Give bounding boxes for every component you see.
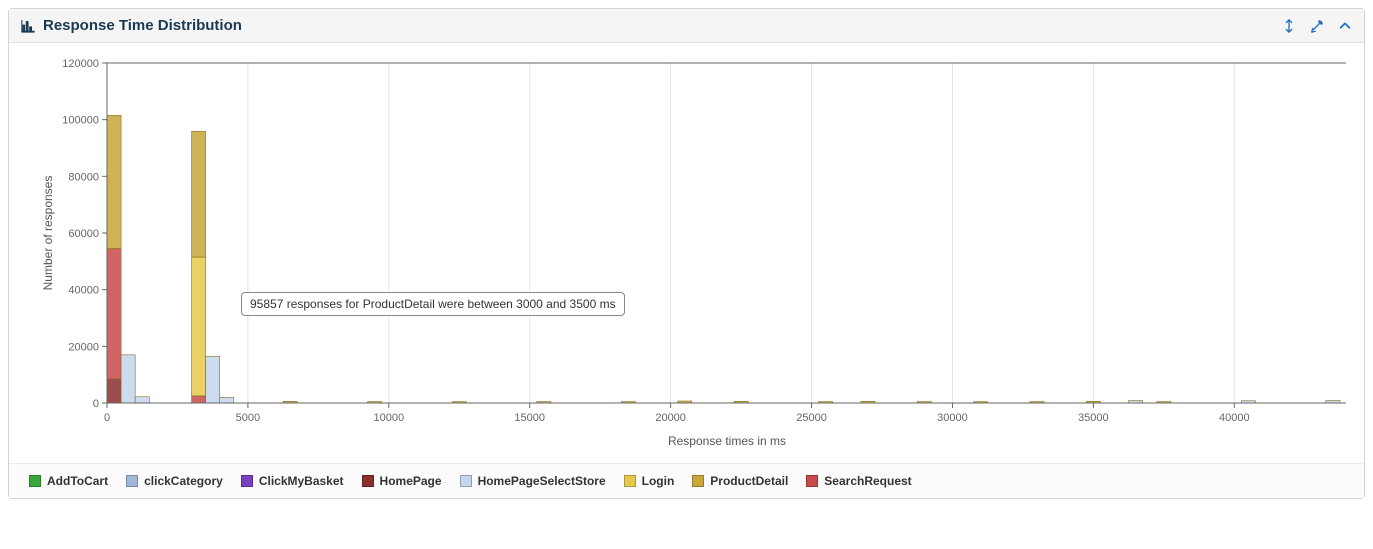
svg-text:80000: 80000 bbox=[68, 171, 99, 183]
panel-title-group: Response Time Distribution bbox=[21, 17, 242, 34]
legend-item[interactable]: HomePage bbox=[362, 474, 442, 488]
legend-swatch bbox=[624, 475, 636, 487]
legend-item[interactable]: Login bbox=[624, 474, 675, 488]
legend-label: HomePageSelectStore bbox=[478, 474, 606, 488]
collapse-icon[interactable] bbox=[1338, 19, 1352, 33]
svg-text:30000: 30000 bbox=[937, 412, 968, 424]
svg-text:25000: 25000 bbox=[796, 412, 827, 424]
settings-icon[interactable] bbox=[1310, 19, 1324, 33]
legend-label: clickCategory bbox=[144, 474, 223, 488]
legend-label: Login bbox=[642, 474, 675, 488]
legend-swatch bbox=[362, 475, 374, 487]
panel: Response Time Distribution 0 20000 40000 60… bbox=[8, 8, 1365, 499]
legend-label: SearchRequest bbox=[824, 474, 911, 488]
legend-item[interactable]: SearchRequest bbox=[806, 474, 911, 488]
resize-icon[interactable] bbox=[1282, 19, 1296, 33]
svg-text:10000: 10000 bbox=[374, 412, 405, 424]
chart-svg: 0 20000 40000 60000 80000 100000 120000 0 5000 10… bbox=[29, 53, 1346, 463]
legend-label: AddToCart bbox=[47, 474, 108, 488]
legend-item[interactable]: HomePageSelectStore bbox=[460, 474, 606, 488]
svg-text:Number of responses: Number of responses bbox=[41, 176, 55, 291]
svg-text:40000: 40000 bbox=[1219, 412, 1250, 424]
svg-text:0: 0 bbox=[93, 398, 99, 410]
legend-swatch bbox=[241, 475, 253, 487]
svg-text:60000: 60000 bbox=[68, 228, 99, 240]
legend-items: AddToCart clickCategory ClickMyBasket HomeP… bbox=[29, 474, 1344, 488]
legend-item[interactable]: AddToCart bbox=[29, 474, 108, 488]
panel-actions bbox=[1282, 19, 1352, 33]
legend-swatch bbox=[692, 475, 704, 487]
chart-container: 0 20000 40000 60000 80000 100000 120000 0 5000 10… bbox=[29, 53, 1344, 463]
svg-text:20000: 20000 bbox=[655, 412, 686, 424]
legend-item[interactable]: ProductDetail bbox=[692, 474, 788, 488]
panel-header: Response Time Distribution bbox=[9, 9, 1364, 43]
legend-swatch bbox=[29, 475, 41, 487]
legend-label: HomePage bbox=[380, 474, 442, 488]
legend-swatch bbox=[806, 475, 818, 487]
svg-text:120000: 120000 bbox=[62, 58, 99, 70]
svg-text:Response times in ms: Response times in ms bbox=[668, 434, 786, 448]
legend-swatch bbox=[460, 475, 472, 487]
svg-text:15000: 15000 bbox=[514, 412, 545, 424]
svg-text:100000: 100000 bbox=[62, 115, 99, 127]
legend-label: ProductDetail bbox=[710, 474, 788, 488]
legend-label: ClickMyBasket bbox=[259, 474, 344, 488]
svg-text:0: 0 bbox=[104, 412, 110, 424]
chart-tooltip: 95857 responses for ProductDetail were b… bbox=[241, 292, 625, 316]
svg-text:20000: 20000 bbox=[68, 341, 99, 353]
chart-body: 0 20000 40000 60000 80000 100000 120000 0 5000 10… bbox=[9, 43, 1364, 463]
svg-text:5000: 5000 bbox=[236, 412, 260, 424]
legend-swatch bbox=[126, 475, 138, 487]
svg-text:35000: 35000 bbox=[1078, 412, 1109, 424]
legend-item[interactable]: clickCategory bbox=[126, 474, 223, 488]
svg-text:40000: 40000 bbox=[68, 285, 99, 297]
panel-title: Response Time Distribution bbox=[43, 17, 242, 34]
legend-item[interactable]: ClickMyBasket bbox=[241, 474, 344, 488]
legend-container: AddToCart clickCategory ClickMyBasket HomeP… bbox=[9, 463, 1364, 498]
bar-chart-icon bbox=[21, 19, 35, 33]
